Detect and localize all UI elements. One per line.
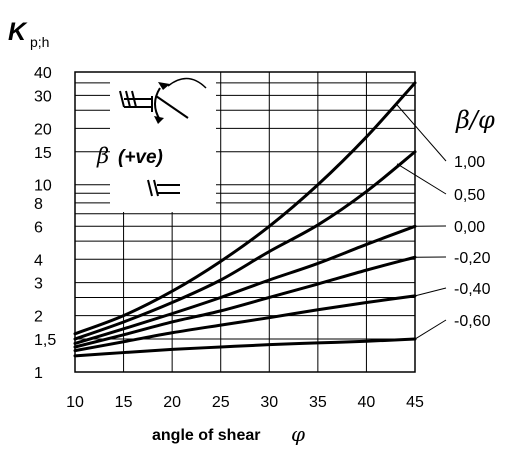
x-tick-label: 40 bbox=[358, 394, 376, 411]
inset-beta-symbol: β bbox=[96, 144, 109, 168]
series-line-2 bbox=[73, 150, 417, 341]
series-line-1 bbox=[73, 81, 417, 336]
series-label: 1,00 bbox=[454, 154, 485, 171]
x-tick-label: 35 bbox=[309, 394, 327, 411]
y-tick-label: 1,5 bbox=[34, 332, 56, 349]
leader-line bbox=[396, 163, 447, 195]
y-tick-label: 15 bbox=[34, 145, 52, 162]
x-tick-label: 10 bbox=[66, 394, 84, 411]
y-tick-label: 1 bbox=[34, 365, 43, 382]
x-tick-label: 25 bbox=[212, 394, 230, 411]
x-tick-labels: 10 15 20 25 30 35 40 45 bbox=[66, 394, 424, 411]
series-line-6 bbox=[73, 337, 417, 358]
y-tick-label: 10 bbox=[34, 178, 52, 195]
y-tick-label: 30 bbox=[34, 88, 52, 105]
x-tick-label: 20 bbox=[163, 394, 181, 411]
y-tick-label: 40 bbox=[34, 65, 52, 82]
series-labels: 1,00 0,50 0,00 -0,20 -0,40 -0,60 bbox=[454, 154, 491, 330]
leader-line bbox=[414, 319, 447, 340]
series-label: 0,00 bbox=[454, 219, 485, 236]
retaining-wall-sketch-icon bbox=[119, 77, 207, 197]
x-tick-label: 15 bbox=[115, 394, 133, 411]
y-tick-labels: 1 1,5 2 3 4 6 810 15 20 30 40 bbox=[34, 65, 56, 382]
y-tick-label: 3 bbox=[34, 276, 43, 293]
y-axis-title: K bbox=[8, 18, 28, 46]
x-axis-title: angle of shear bbox=[152, 427, 260, 444]
legend-title: β/φ bbox=[455, 106, 495, 134]
y-axis-title-subscript: p;h bbox=[30, 34, 49, 50]
series-label: -0,20 bbox=[454, 250, 491, 267]
series-label: 0,50 bbox=[454, 187, 485, 204]
y-tick-label: 4 bbox=[34, 252, 43, 269]
x-axis-title-symbol: φ bbox=[291, 422, 305, 446]
y-tick-label: 6 bbox=[34, 219, 43, 236]
leader-line bbox=[414, 287, 447, 297]
y-tick-label: 2 bbox=[34, 309, 43, 326]
x-tick-label: 30 bbox=[260, 394, 278, 411]
series-label: -0,40 bbox=[454, 281, 491, 298]
series-line-3 bbox=[73, 224, 417, 345]
series-group bbox=[73, 81, 417, 358]
series-line-5 bbox=[73, 294, 417, 353]
y-tick-label: 20 bbox=[34, 121, 52, 138]
inset-positive-label: (+ve) bbox=[118, 147, 163, 168]
label-leader-lines bbox=[396, 104, 447, 340]
series-line-4 bbox=[73, 255, 417, 349]
series-label: -0,60 bbox=[454, 313, 491, 330]
x-tick-label: 45 bbox=[406, 394, 424, 411]
plot-frame bbox=[74, 71, 416, 373]
y-tick-label: 8 bbox=[34, 196, 43, 213]
leader-line bbox=[396, 104, 447, 162]
